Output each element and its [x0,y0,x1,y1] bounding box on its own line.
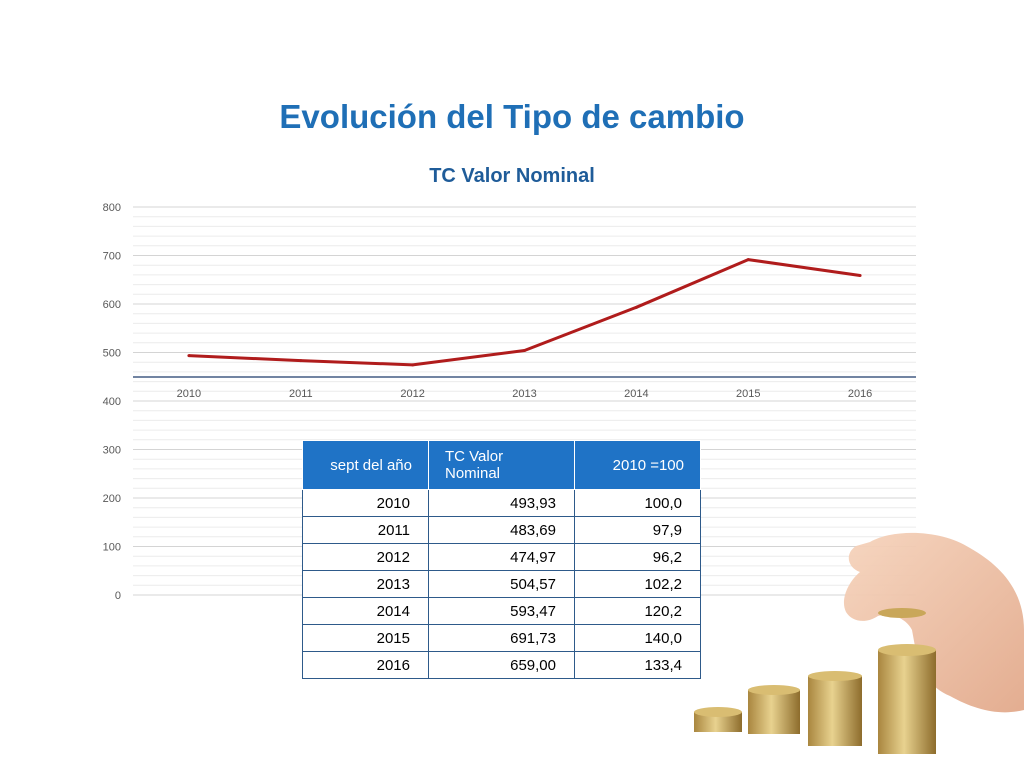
table-cell: 493,93 [428,489,575,517]
table-cell: 2012 [302,543,429,571]
slide-title: Evolución del Tipo de cambio [279,98,745,135]
table-cell: 593,47 [428,597,575,625]
x-tick-label: 2012 [400,388,424,400]
coin-stack-icon [694,644,936,754]
y-tick-label: 300 [103,445,121,457]
table-cell: 474,97 [428,543,575,571]
y-tick-label: 100 [103,542,121,554]
table-cell: 659,00 [428,651,575,679]
table-cell: 504,57 [428,570,575,598]
table-header-row: sept del año TC Valor Nominal 2010 =100 [302,440,701,490]
hand-icon [843,532,1024,713]
table-cell: 2013 [302,570,429,598]
table-cell: 2014 [302,597,429,625]
column-header: TC Valor Nominal [428,440,575,490]
table-cell: 2016 [302,651,429,679]
y-tick-label: 200 [103,493,121,505]
column-header: sept del año [302,440,429,490]
y-tick-label: 0 [115,590,121,602]
table-cell: 2015 [302,624,429,652]
table-cell: 483,69 [428,516,575,544]
x-tick-label: 2013 [512,388,536,400]
y-tick-label: 500 [103,348,121,360]
data-point [858,273,862,277]
table-cell: 120,2 [574,597,701,625]
table-cell: 96,2 [574,543,701,571]
table-cell: 133,4 [574,651,701,679]
x-tick-label: 2010 [177,388,201,400]
y-tick-label: 600 [103,299,121,311]
column-header: 2010 =100 [574,440,701,490]
x-tick-label: 2015 [736,388,760,400]
x-tick-label: 2014 [624,388,648,400]
x-tick-label: 2011 [289,388,313,400]
table-cell: 691,73 [428,624,575,652]
data-point [411,363,415,367]
data-point [187,354,191,358]
table-row: 2011 483,69 97,9 [302,516,701,544]
table-row: 2012 474,97 96,2 [302,543,701,571]
table-row: 2013 504,57 102,2 [302,570,701,598]
data-table: sept del año TC Valor Nominal 2010 =100 … [302,440,701,679]
series-line [187,258,862,367]
data-point [299,359,303,363]
data-point [634,305,638,309]
table-cell: 100,0 [574,489,701,517]
coins-hand-image [694,532,1024,754]
table-cell: 2011 [302,516,429,544]
data-point [523,348,526,352]
y-tick-label: 800 [103,202,121,214]
x-axis-ticks: 2010 2011 2012 2013 2014 2015 2016 [177,388,873,400]
chart-title: TC Valor Nominal [429,165,595,187]
y-tick-label: 400 [103,396,121,408]
table-cell: 97,9 [574,516,701,544]
table-row: 2015 691,73 140,0 [302,624,701,652]
data-point [746,258,750,262]
table-cell: 2010 [302,489,429,517]
table-row: 2016 659,00 133,4 [302,651,701,679]
table-row: 2014 593,47 120,2 [302,597,701,625]
y-tick-label: 700 [103,251,121,263]
x-tick-label: 2016 [848,388,872,400]
table-row: 2010 493,93 100,0 [302,489,701,517]
y-axis-ticks: 0 100 200 300 400 500 600 700 800 [103,202,121,602]
